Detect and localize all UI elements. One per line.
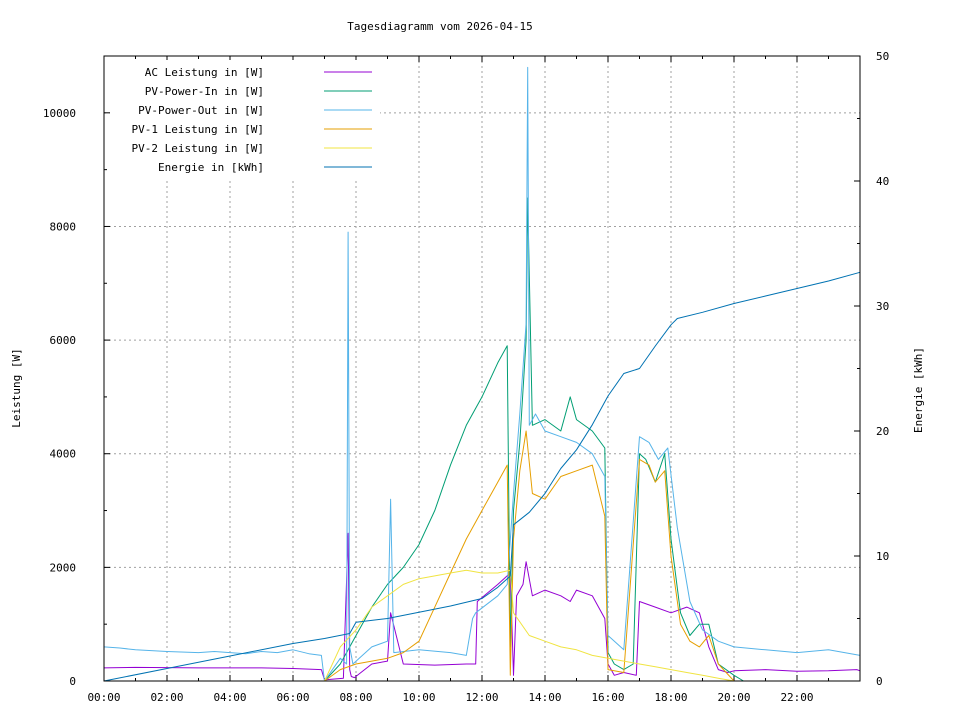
y2-tick-label: 40 bbox=[876, 175, 889, 188]
x-tick-label: 08:00 bbox=[339, 691, 372, 704]
legend-label: PV-1 Leistung in [W] bbox=[132, 123, 264, 136]
series-line-1 bbox=[103, 532, 861, 681]
y2-tick-label: 50 bbox=[876, 50, 889, 63]
y-tick-label: 6000 bbox=[50, 334, 77, 347]
x-tick-label: 10:00 bbox=[402, 691, 435, 704]
y2-tick-label: 10 bbox=[876, 550, 889, 563]
x-axis-ticks: 00:00 02:00 04:00 06:00 08:00 10:00 12:00 14:00… bbox=[87, 56, 829, 704]
y-tick-label: 10000 bbox=[43, 107, 76, 120]
x-tick-label: 20:00 bbox=[717, 691, 750, 704]
legend-label: Energie in [kWh] bbox=[158, 161, 264, 174]
x-tick-label: 22:00 bbox=[780, 691, 813, 704]
series-lines bbox=[103, 66, 861, 682]
series-line-5 bbox=[324, 569, 735, 682]
y2-axis-ticks: 0 10 20 30 40 50 bbox=[854, 50, 889, 688]
legend-label: PV-Power-In in [W] bbox=[145, 85, 264, 98]
legend-background bbox=[110, 60, 380, 178]
legend-label: AC Leistung in [W] bbox=[145, 66, 264, 79]
y-tick-label: 4000 bbox=[50, 448, 77, 461]
grid bbox=[104, 56, 860, 681]
y2-axis-label: Energie [kWh] bbox=[912, 347, 925, 433]
x-tick-label: 02:00 bbox=[150, 691, 183, 704]
x-tick-label: 06:00 bbox=[276, 691, 309, 704]
y-axis-label: Leistung [W] bbox=[10, 348, 23, 427]
y-axis-ticks: 0 2000 4000 6000 8000 10000 bbox=[43, 107, 110, 688]
x-tick-label: 18:00 bbox=[654, 691, 687, 704]
x-tick-label: 16:00 bbox=[591, 691, 624, 704]
series-line-3 bbox=[103, 66, 861, 682]
y2-tick-label: 20 bbox=[876, 425, 889, 438]
x-tick-label: 12:00 bbox=[465, 691, 498, 704]
y-tick-label: 8000 bbox=[50, 220, 77, 233]
legend-label: PV-Power-Out in [W] bbox=[138, 104, 264, 117]
y-tick-label: 2000 bbox=[50, 561, 77, 574]
x-tick-label: 00:00 bbox=[87, 691, 120, 704]
chart-title: Tagesdiagramm vom 2026-04-15 bbox=[347, 20, 532, 33]
y2-tick-label: 30 bbox=[876, 300, 889, 313]
series-line-2 bbox=[324, 197, 744, 682]
x-tick-label: 14:00 bbox=[528, 691, 561, 704]
x-tick-label: 04:00 bbox=[213, 691, 246, 704]
series-line-6 bbox=[103, 271, 861, 682]
legend-label: PV-2 Leistung in [W] bbox=[132, 142, 264, 155]
legend: AC Leistung in [W] PV-Power-In in [W] PV-P… bbox=[110, 60, 380, 178]
series-line-4 bbox=[324, 430, 735, 682]
y2-tick-label: 0 bbox=[876, 675, 883, 688]
y-tick-label: 0 bbox=[69, 675, 76, 688]
plot-frame bbox=[103, 55, 861, 682]
